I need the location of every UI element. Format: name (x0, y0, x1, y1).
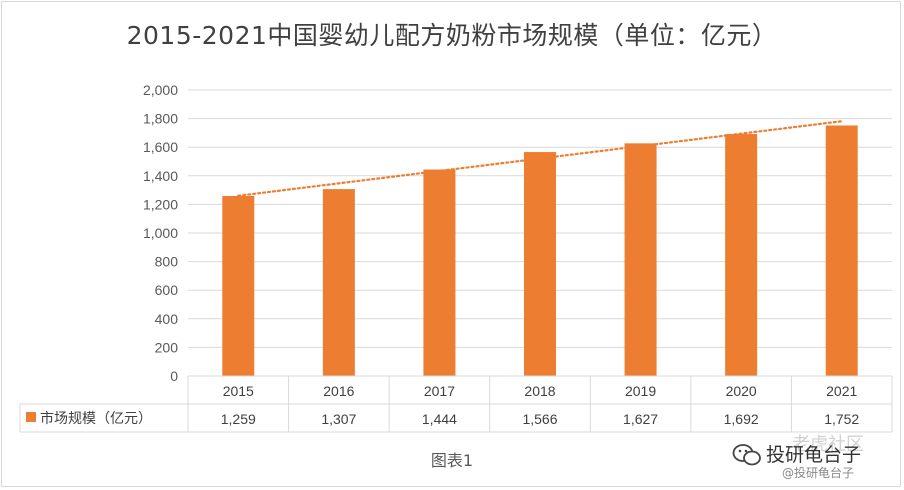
trendline (237, 120, 843, 197)
data-label: 1,752 (824, 411, 859, 427)
y-tick-label: 2,000 (143, 82, 178, 98)
y-tick-label: 1,000 (143, 225, 178, 241)
chart-title: 2015-2021中国婴幼儿配方奶粉市场规模（单位：亿元） (126, 21, 778, 50)
bar (825, 125, 858, 377)
x-tick-label: 2015 (223, 383, 254, 399)
bar (222, 195, 255, 376)
y-tick-label: 200 (155, 339, 179, 355)
y-tick-label: 0 (170, 368, 178, 384)
bar (725, 134, 758, 376)
y-tick-label: 400 (155, 311, 179, 327)
y-tick-label: 1,600 (143, 139, 178, 155)
y-tick-label: 1,200 (143, 196, 178, 212)
watermark-ghost-text: 老虎社区 (792, 434, 864, 455)
legend-label: 市场规模（亿元） (40, 410, 152, 427)
y-tick-label: 1,800 (143, 111, 178, 127)
x-tick-label: 2018 (524, 383, 555, 399)
bar (423, 169, 456, 376)
x-tick-label: 2021 (826, 383, 857, 399)
data-label: 1,627 (623, 411, 658, 427)
y-tick-label: 1,400 (143, 168, 178, 184)
watermark-text: 投研龟台子 (766, 444, 862, 466)
x-tick-label: 2016 (323, 383, 354, 399)
data-label: 1,566 (522, 411, 557, 427)
data-label: 1,259 (221, 411, 256, 427)
watermark-handle: @投研龟台子 (782, 466, 855, 480)
x-tick-label: 2020 (726, 383, 757, 399)
x-tick-label: 2017 (424, 383, 455, 399)
data-label: 1,692 (724, 411, 759, 427)
bar (524, 152, 556, 376)
legend-swatch (26, 412, 36, 422)
y-tick-label: 800 (155, 254, 179, 270)
figure-caption: 图表1 (430, 451, 474, 470)
bar (624, 143, 657, 376)
watermark: 老虎社区 投研龟台子 @投研龟台子 (732, 434, 900, 482)
x-tick-label: 2019 (625, 383, 656, 399)
y-tick-label: 600 (155, 282, 179, 298)
bar (322, 189, 355, 376)
data-label: 1,444 (422, 411, 457, 427)
wechat-logo-icon (732, 444, 761, 466)
data-label: 1,307 (321, 411, 356, 427)
